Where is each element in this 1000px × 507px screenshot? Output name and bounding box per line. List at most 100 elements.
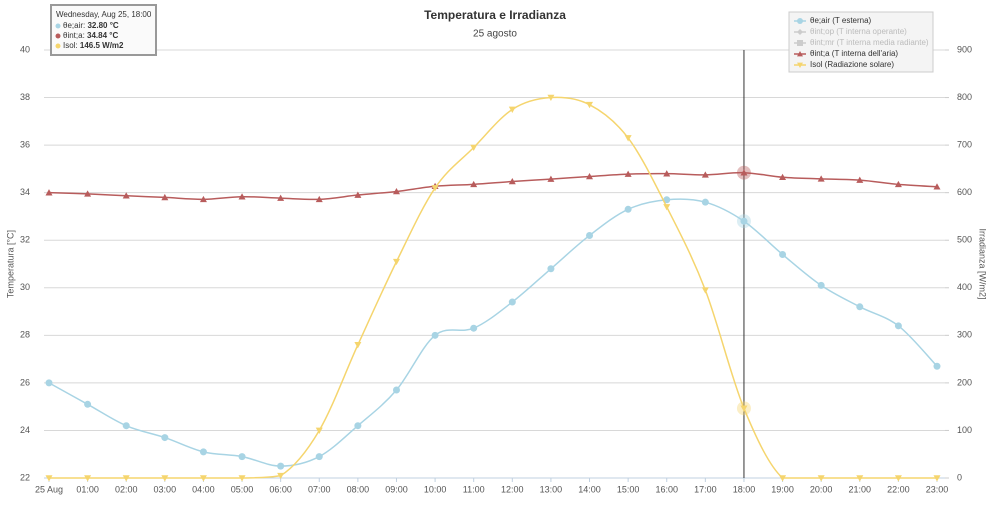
point <box>161 193 169 201</box>
point <box>431 185 439 192</box>
point <box>122 192 130 199</box>
y-tick-label: 40 <box>20 44 30 54</box>
point <box>779 475 787 482</box>
point <box>797 18 803 24</box>
x-tick-label: 10:00 <box>424 484 447 494</box>
point <box>624 205 632 213</box>
point <box>470 324 478 332</box>
tooltip-dot <box>55 23 61 29</box>
x-tick-label: 18:00 <box>733 484 756 494</box>
x-tick-label: 02:00 <box>115 484 138 494</box>
tooltip-box <box>50 4 157 56</box>
point <box>797 62 803 68</box>
chart-subtitle: 25 agosto <box>473 29 517 40</box>
point <box>701 171 709 178</box>
x-tick-label: 08:00 <box>347 484 370 494</box>
y2-tick-label: 0 <box>957 472 962 482</box>
y-tick-label: 28 <box>20 330 30 340</box>
y-tick-label: 32 <box>20 235 30 245</box>
point <box>122 422 130 430</box>
point <box>508 177 516 185</box>
y2-tick-label: 600 <box>957 187 972 197</box>
point <box>238 475 246 482</box>
point <box>817 475 825 482</box>
y-tick-label: 36 <box>20 139 30 149</box>
point <box>470 180 478 188</box>
legend-item[interactable]: θe;air (T esterna) <box>810 16 872 25</box>
point <box>701 198 709 206</box>
point <box>856 176 864 183</box>
x-tick-label: 23:00 <box>926 484 949 494</box>
point <box>315 427 323 434</box>
point <box>161 434 169 442</box>
point <box>238 193 246 200</box>
point <box>238 453 246 461</box>
point <box>779 173 787 181</box>
legend: θe;air (T esterna) θint;op (T interna ope… <box>788 11 934 73</box>
point <box>392 386 400 394</box>
x-tick-label: 03:00 <box>154 484 177 494</box>
x-tick-label: 11:00 <box>463 484 485 494</box>
point <box>894 475 902 482</box>
y-tick-label: 38 <box>20 92 30 102</box>
tooltip-row: θe;air: 32.80 °C <box>63 21 119 30</box>
point <box>586 172 594 180</box>
point <box>392 187 400 195</box>
y2-tick-label: 500 <box>957 235 972 245</box>
point <box>740 217 748 225</box>
chart-title: Temperatura e Irradianza <box>424 8 566 22</box>
point <box>122 475 130 482</box>
legend-item[interactable]: θint;mr (T interna media radiante) <box>810 38 929 47</box>
point <box>663 196 671 204</box>
tooltip-name: θe;air: <box>63 21 87 30</box>
point <box>797 29 803 35</box>
point <box>199 448 207 456</box>
tooltip-row: θint;a: 34.84 °C <box>63 31 118 40</box>
point <box>84 190 92 197</box>
point <box>701 287 709 294</box>
tooltip-dot <box>55 43 61 49</box>
point <box>277 472 285 480</box>
x-tick-label: 16:00 <box>655 484 678 494</box>
legend-item[interactable]: θint;op (T interna operante) <box>810 27 907 36</box>
point <box>817 281 825 289</box>
point <box>894 180 902 188</box>
point <box>547 265 555 273</box>
y2-tick-label: 700 <box>957 139 972 149</box>
tooltip-header: Wednesday, Aug 25, 18:00 <box>56 10 152 19</box>
point <box>45 379 53 387</box>
y2-axis-title: Irradianza [W/m2] <box>978 228 988 299</box>
tooltip-value: 146.5 W/m2 <box>80 41 124 50</box>
y2-tick-label: 400 <box>957 282 972 292</box>
y-axis-title: Temperatura [°C] <box>5 230 15 298</box>
point <box>277 462 285 470</box>
legend-item[interactable]: Isol (Radiazione solare) <box>810 60 894 69</box>
y-tick-label: 34 <box>20 187 30 197</box>
x-tick-label: 25 Aug <box>35 484 63 494</box>
tooltip-name: θint;a: <box>63 31 87 40</box>
point <box>663 170 671 177</box>
y-tick-label: 30 <box>20 282 30 292</box>
y2-tick-label: 300 <box>957 330 972 340</box>
legend-item[interactable]: θint;a (T interna dell'aria) <box>810 49 898 58</box>
point <box>45 475 53 482</box>
point <box>392 258 400 266</box>
point <box>797 51 803 57</box>
point <box>779 250 787 258</box>
point <box>508 298 516 306</box>
x-tick-label: 04:00 <box>192 484 215 494</box>
x-tick-label: 20:00 <box>810 484 833 494</box>
x-tick-label: 01:00 <box>76 484 99 494</box>
tooltip-value: 32.80 °C <box>87 21 118 30</box>
point <box>894 322 902 330</box>
point <box>740 169 748 176</box>
point <box>547 175 555 182</box>
point <box>586 101 594 109</box>
tooltip-dot <box>55 33 61 39</box>
point <box>586 231 594 239</box>
x-tick-label: 21:00 <box>849 484 872 494</box>
point <box>84 400 92 408</box>
x-tick-label: 06:00 <box>269 484 292 494</box>
point <box>315 195 323 203</box>
